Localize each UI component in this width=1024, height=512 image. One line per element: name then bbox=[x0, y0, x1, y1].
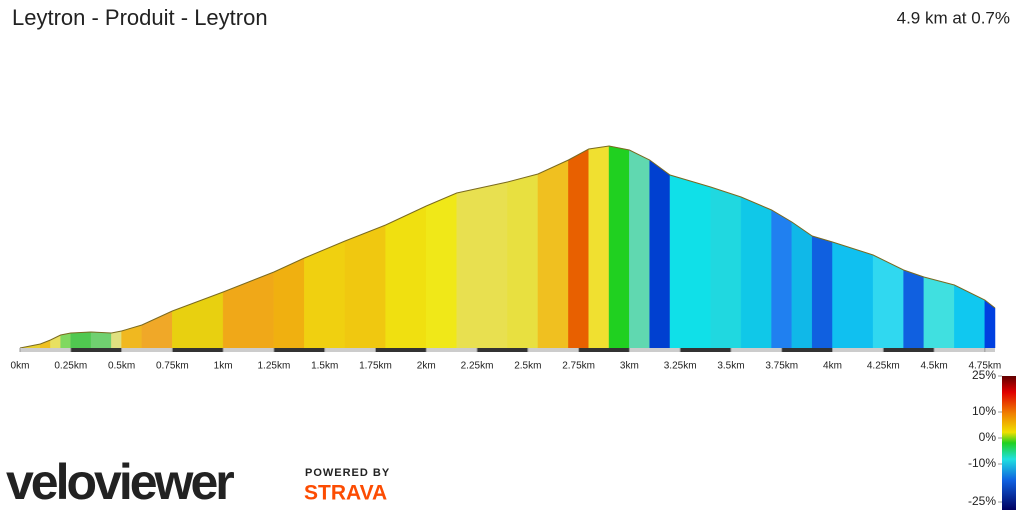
profile-segment bbox=[649, 159, 671, 349]
x-tick-label: 4.25km bbox=[867, 361, 900, 372]
x-tick-label: 4.5km bbox=[920, 361, 947, 372]
axis-band-dark bbox=[883, 348, 935, 352]
profile-line bbox=[19, 145, 996, 349]
profile-segment bbox=[537, 159, 569, 349]
profile-segment bbox=[70, 331, 92, 349]
colorbar-label: 0% bbox=[979, 430, 997, 444]
axis-band-dark bbox=[680, 348, 731, 352]
profile-segment bbox=[669, 174, 711, 349]
x-tick-label: 3.5km bbox=[717, 361, 744, 372]
powered-by: POWERED BY bbox=[305, 467, 390, 479]
axis-band-dark bbox=[70, 348, 122, 352]
profile-segment bbox=[456, 181, 508, 349]
profile-segment bbox=[710, 186, 742, 349]
profile-segment bbox=[304, 240, 346, 349]
x-tick-label: 0.25km bbox=[54, 361, 87, 372]
profile-segment bbox=[172, 291, 224, 349]
profile-segment bbox=[111, 330, 122, 349]
profile-segment bbox=[608, 145, 630, 349]
axis-band-dark bbox=[273, 348, 325, 352]
colorbar-label: -10% bbox=[968, 456, 996, 470]
x-tick-label: 0.75km bbox=[156, 361, 189, 372]
strava: STRAVA bbox=[304, 482, 387, 505]
profile-segment bbox=[740, 196, 772, 349]
colorbar-label: 25% bbox=[972, 368, 996, 382]
profile-segment bbox=[344, 224, 386, 349]
profile-segment bbox=[923, 276, 955, 349]
profile-segment bbox=[811, 235, 833, 349]
profile-segment bbox=[903, 269, 925, 349]
colorbar bbox=[1002, 376, 1016, 510]
profile-segment bbox=[791, 221, 813, 349]
x-tick-label: 2.25km bbox=[461, 361, 494, 372]
chart-title: Leytron - Produit - Leytron bbox=[12, 5, 268, 30]
profile-segment bbox=[426, 192, 457, 349]
axis-band-dark bbox=[781, 348, 833, 352]
profile-segment bbox=[629, 149, 650, 349]
x-tick-label: 1.25km bbox=[258, 361, 291, 372]
x-tick-label: 2.75km bbox=[562, 361, 595, 372]
x-tick-label: 3.75km bbox=[765, 361, 798, 372]
x-tick-label: 0km bbox=[11, 361, 30, 372]
profile-segment bbox=[60, 332, 72, 349]
profile-segment bbox=[771, 209, 793, 349]
profile-segment bbox=[273, 257, 305, 349]
profile-segment bbox=[40, 339, 51, 349]
x-tick-label: 3.25km bbox=[664, 361, 697, 372]
profile-segment bbox=[385, 205, 427, 349]
x-tick-label: 1.75km bbox=[359, 361, 392, 372]
logo: veloviewer bbox=[6, 454, 234, 510]
x-tick-label: 2.5km bbox=[514, 361, 541, 372]
profile-segment bbox=[222, 271, 275, 349]
profile-segment bbox=[954, 284, 986, 349]
x-tick-label: 3km bbox=[620, 361, 639, 372]
axis-band-dark bbox=[477, 348, 528, 352]
x-tick-label: 1km bbox=[214, 361, 233, 372]
x-tick-label: 0.5km bbox=[108, 361, 135, 372]
x-tick-label: 2km bbox=[417, 361, 436, 372]
colorbar-label: 10% bbox=[972, 404, 996, 418]
x-tick-label: 4.75km bbox=[968, 361, 1001, 372]
profile-segment bbox=[588, 145, 610, 349]
profile-segment bbox=[141, 310, 173, 349]
profile-segment bbox=[568, 148, 589, 349]
chart-subtitle: 4.9 km at 0.7% bbox=[897, 8, 1010, 27]
x-tick-label: 1.5km bbox=[311, 361, 338, 372]
x-tick-label: 4km bbox=[823, 361, 842, 372]
axis-band-dark bbox=[578, 348, 630, 352]
profile-segment bbox=[832, 241, 874, 349]
profile-segment bbox=[507, 173, 539, 349]
colorbar-label: -25% bbox=[968, 494, 996, 508]
axis-band-dark bbox=[375, 348, 427, 352]
profile-segment bbox=[90, 331, 112, 349]
profile-segment bbox=[872, 254, 904, 349]
axis-band-dark bbox=[172, 348, 224, 352]
